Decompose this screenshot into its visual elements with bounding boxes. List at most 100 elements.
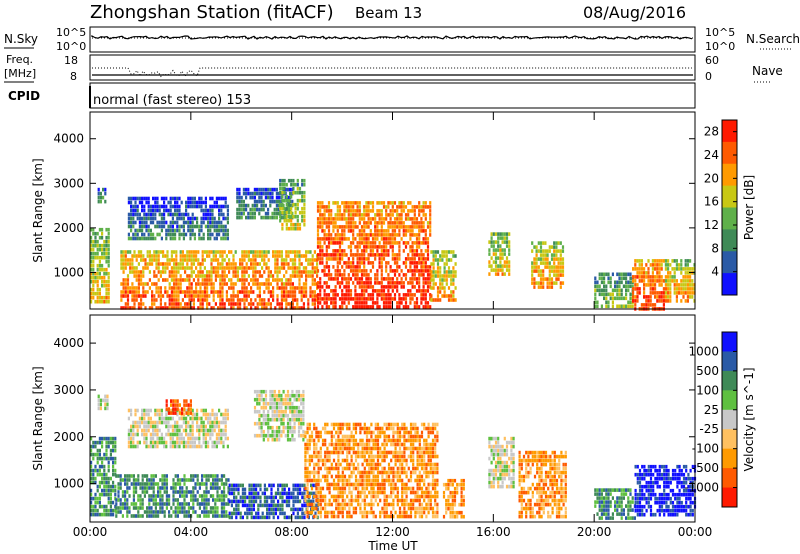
data-cell [609, 284, 612, 289]
data-cell [272, 483, 275, 488]
data-cell [179, 274, 182, 278]
data-cell [176, 428, 179, 433]
data-cell [250, 487, 253, 492]
data-cell [367, 245, 370, 249]
data-cell [124, 278, 127, 282]
data-cell [243, 306, 246, 310]
data-cell [336, 237, 339, 241]
data-cell [600, 276, 603, 281]
data-cell [236, 306, 239, 310]
data-cell [376, 281, 379, 285]
data-cell [272, 507, 275, 512]
data-cell [112, 436, 115, 441]
data-cell [237, 491, 240, 496]
data-cell [171, 216, 174, 221]
data-cell [245, 290, 248, 294]
data-cell [148, 286, 151, 290]
data-cell [347, 301, 350, 305]
data-cell [291, 393, 294, 398]
data-cell [360, 269, 364, 273]
data-cell [185, 420, 188, 425]
data-cell [243, 278, 246, 282]
data-cell [260, 199, 263, 204]
data-cell [167, 407, 170, 411]
data-cell [499, 256, 502, 260]
data-cell [649, 299, 652, 303]
data-cell [439, 278, 442, 282]
data-cell [349, 253, 353, 257]
data-cell [289, 278, 292, 282]
data-cell [245, 203, 248, 208]
data-cell [424, 217, 427, 221]
data-cell [207, 412, 210, 417]
data-cell [244, 495, 247, 500]
data-cell [97, 402, 100, 407]
data-cell [267, 195, 270, 200]
data-cell [156, 428, 159, 433]
data-cell [302, 397, 305, 402]
data-cell [354, 201, 357, 205]
data-cell [259, 515, 262, 520]
data-cell [535, 269, 538, 273]
data-cell [632, 279, 635, 283]
data-cell [258, 270, 261, 274]
data-cell [546, 265, 549, 269]
data-cell [235, 515, 238, 520]
data-cell [127, 224, 130, 229]
data-cell [252, 274, 255, 278]
data-cell [443, 266, 446, 270]
data-cell [371, 233, 375, 237]
data-cell [252, 515, 255, 520]
data-cell [605, 284, 608, 289]
data-cell [228, 491, 231, 496]
data-cell [365, 209, 368, 213]
data-cell [107, 488, 110, 493]
data-cell [92, 247, 95, 252]
data-cell [215, 228, 218, 233]
data-cell [149, 432, 152, 437]
data-cell [497, 256, 500, 260]
data-cell [420, 241, 423, 245]
data-cell [101, 444, 104, 449]
data-cell [338, 273, 342, 277]
data-cell [165, 444, 168, 449]
data-cell [400, 281, 403, 285]
data-cell [341, 305, 344, 309]
data-cell [436, 262, 440, 266]
data-cell [185, 408, 188, 413]
data-cell [288, 515, 291, 520]
data-cell [119, 482, 122, 486]
data-cell [303, 182, 306, 187]
data-cell [186, 294, 189, 298]
data-cell [196, 420, 199, 425]
data-cell [222, 444, 225, 449]
data-cell [686, 275, 689, 279]
data-cell [96, 251, 99, 256]
data-cell [112, 484, 115, 489]
data-cell [253, 207, 256, 212]
data-cell [306, 502, 309, 507]
data-cell [285, 262, 288, 266]
data-cell [179, 506, 182, 510]
data-cell [153, 294, 156, 298]
data-cell [264, 191, 267, 196]
data-cell [232, 286, 235, 290]
data-cell [205, 502, 208, 506]
data-cell [135, 502, 138, 506]
data-cell [303, 214, 306, 219]
data-cell [168, 306, 171, 310]
data-cell [159, 306, 162, 310]
data-cell [265, 302, 268, 306]
data-cell [380, 265, 383, 269]
data-cell [124, 474, 127, 478]
data-cell [289, 274, 292, 278]
data-cell [114, 460, 117, 465]
data-cell [327, 253, 331, 257]
data-cell [385, 277, 388, 281]
data-cell [378, 245, 381, 249]
data-cell [193, 440, 196, 445]
data-cell [263, 495, 266, 500]
data-cell [258, 294, 261, 298]
data-cell [219, 266, 222, 270]
data-cell [432, 262, 435, 266]
